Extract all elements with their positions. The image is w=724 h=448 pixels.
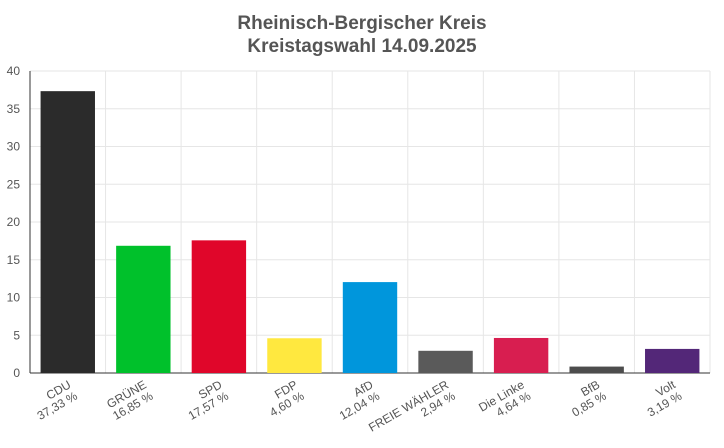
y-tick-label: 15 [7,253,21,267]
bar-volt [645,348,700,373]
bar-afd [342,282,398,373]
bar-fdp [267,338,322,373]
y-tick-label: 5 [13,328,20,342]
y-tick-label: 10 [7,291,21,305]
bar-freie-w-hler [418,350,473,373]
bar-spd [191,240,247,373]
chart-title: Rheinisch-Bergischer Kreis Kreistagswahl… [0,12,724,58]
chart-title-line: Rheinisch-Bergischer Kreis [237,13,487,34]
bars [40,91,700,373]
chart-subtitle-line: Kreistagswahl 14.09.2025 [247,36,477,57]
y-tick-label: 40 [7,64,21,78]
bar-cdu [40,91,95,373]
bar-gr-ne [116,245,171,373]
y-tick-label: 30 [7,140,21,154]
bar-die-linke [493,337,549,373]
y-axis-ticks: 0 5 10 15 20 25 30 35 40 [7,64,21,380]
y-tick-label: 35 [7,102,21,116]
y-tick-label: 25 [7,177,21,191]
bar-bfb [569,366,624,373]
y-tick-label: 0 [13,366,20,380]
y-tick-label: 20 [7,215,21,229]
